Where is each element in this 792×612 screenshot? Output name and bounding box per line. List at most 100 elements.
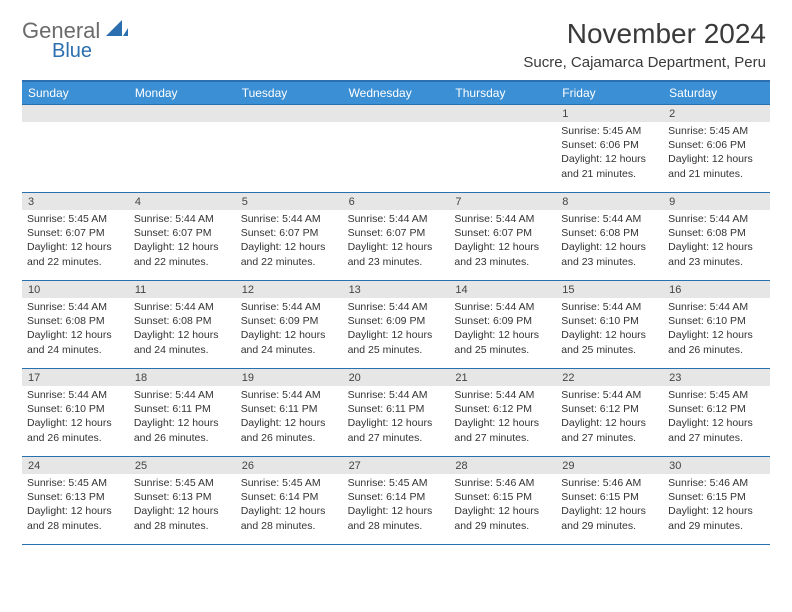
calendar-cell: 6Sunrise: 5:44 AMSunset: 6:07 PMDaylight… xyxy=(343,192,450,280)
day-number: 15 xyxy=(556,281,663,298)
sunset-text: Sunset: 6:13 PM xyxy=(27,490,124,504)
sunrise-text: Sunrise: 5:44 AM xyxy=(668,212,765,226)
calendar-cell: 7Sunrise: 5:44 AMSunset: 6:07 PMDaylight… xyxy=(449,192,556,280)
day-number: 21 xyxy=(449,369,556,386)
sunrise-text: Sunrise: 5:45 AM xyxy=(134,476,231,490)
day-number: 22 xyxy=(556,369,663,386)
sunrise-text: Sunrise: 5:44 AM xyxy=(348,388,445,402)
sunset-text: Sunset: 6:13 PM xyxy=(134,490,231,504)
day-number: 9 xyxy=(663,193,770,210)
daylight-text: Daylight: 12 hours and 28 minutes. xyxy=(27,504,124,532)
sunrise-text: Sunrise: 5:44 AM xyxy=(134,300,231,314)
calendar-cell: 15Sunrise: 5:44 AMSunset: 6:10 PMDayligh… xyxy=(556,280,663,368)
daylight-text: Daylight: 12 hours and 29 minutes. xyxy=(668,504,765,532)
day-body: Sunrise: 5:44 AMSunset: 6:08 PMDaylight:… xyxy=(663,210,770,273)
day-number: 17 xyxy=(22,369,129,386)
day-body: Sunrise: 5:45 AMSunset: 6:06 PMDaylight:… xyxy=(663,122,770,185)
sunrise-text: Sunrise: 5:44 AM xyxy=(241,388,338,402)
daylight-text: Daylight: 12 hours and 27 minutes. xyxy=(348,416,445,444)
calendar-cell: 2Sunrise: 5:45 AMSunset: 6:06 PMDaylight… xyxy=(663,104,770,192)
day-number: 30 xyxy=(663,457,770,474)
sunrise-text: Sunrise: 5:44 AM xyxy=(348,300,445,314)
calendar-cell-empty xyxy=(449,104,556,192)
daylight-text: Daylight: 12 hours and 28 minutes. xyxy=(348,504,445,532)
day-number: 16 xyxy=(663,281,770,298)
day-body: Sunrise: 5:44 AMSunset: 6:08 PMDaylight:… xyxy=(22,298,129,361)
sunset-text: Sunset: 6:08 PM xyxy=(561,226,658,240)
sunset-text: Sunset: 6:07 PM xyxy=(27,226,124,240)
day-body: Sunrise: 5:44 AMSunset: 6:07 PMDaylight:… xyxy=(129,210,236,273)
calendar-cell: 28 Sunrise: 5:46 AMSunset: 6:15 PMDayligh… xyxy=(449,456,556,544)
daylight-text: Daylight: 12 hours and 21 minutes. xyxy=(668,152,765,180)
sunrise-text: Sunrise: 5:44 AM xyxy=(454,388,551,402)
sunrise-text: Sunrise: 5:44 AM xyxy=(668,300,765,314)
sunrise-text: Sunrise: 5:45 AM xyxy=(27,476,124,490)
day-body: Sunrise: 5:44 AMSunset: 6:07 PMDaylight:… xyxy=(449,210,556,273)
daylight-text: Daylight: 12 hours and 26 minutes. xyxy=(134,416,231,444)
daylight-text: Daylight: 12 hours and 22 minutes. xyxy=(27,240,124,268)
day-number xyxy=(22,105,129,122)
calendar-cell: 25Sunrise: 5:45 AMSunset: 6:13 PMDayligh… xyxy=(129,456,236,544)
sunrise-text: Sunrise: 5:44 AM xyxy=(241,300,338,314)
sunset-text: Sunset: 6:15 PM xyxy=(668,490,765,504)
day-body: Sunrise: 5:44 AMSunset: 6:10 PMDaylight:… xyxy=(556,298,663,361)
day-number: 28 xyxy=(449,457,556,474)
day-number: 14 xyxy=(449,281,556,298)
calendar-cell: 20Sunrise: 5:44 AMSunset: 6:11 PMDayligh… xyxy=(343,368,450,456)
calendar-cell: 4Sunrise: 5:44 AMSunset: 6:07 PMDaylight… xyxy=(129,192,236,280)
daylight-text: Daylight: 12 hours and 23 minutes. xyxy=(561,240,658,268)
daylight-text: Daylight: 12 hours and 26 minutes. xyxy=(241,416,338,444)
day-number: 18 xyxy=(129,369,236,386)
sunrise-text: Sunrise: 5:44 AM xyxy=(27,300,124,314)
sunrise-text: Sunrise: 5:44 AM xyxy=(561,388,658,402)
daylight-text: Daylight: 12 hours and 23 minutes. xyxy=(454,240,551,268)
calendar-cell: 12Sunrise: 5:44 AMSunset: 6:09 PMDayligh… xyxy=(236,280,343,368)
calendar-cell: 24 Sunrise: 5:45 AMSunset: 6:13 PMDayligh… xyxy=(22,456,129,544)
day-number: 26 xyxy=(236,457,343,474)
header-right: November 2024 Sucre, Cajamarca Departmen… xyxy=(523,18,766,71)
calendar-cell: 30Sunrise: 5:46 AMSunset: 6:15 PMDayligh… xyxy=(663,456,770,544)
daylight-text: Daylight: 12 hours and 25 minutes. xyxy=(561,328,658,356)
day-number: 10 xyxy=(22,281,129,298)
day-body: Sunrise: 5:45 AMSunset: 6:12 PMDaylight:… xyxy=(663,386,770,449)
day-body: Sunrise: 5:44 AMSunset: 6:11 PMDaylight:… xyxy=(129,386,236,449)
daylight-text: Daylight: 12 hours and 23 minutes. xyxy=(348,240,445,268)
day-number: 11 xyxy=(129,281,236,298)
calendar-cell: 14Sunrise: 5:44 AMSunset: 6:09 PMDayligh… xyxy=(449,280,556,368)
calendar-cell: 29Sunrise: 5:46 AMSunset: 6:15 PMDayligh… xyxy=(556,456,663,544)
sunset-text: Sunset: 6:12 PM xyxy=(668,402,765,416)
sunset-text: Sunset: 6:09 PM xyxy=(454,314,551,328)
daylight-text: Daylight: 12 hours and 28 minutes. xyxy=(241,504,338,532)
sunset-text: Sunset: 6:06 PM xyxy=(668,138,765,152)
sunrise-text: Sunrise: 5:44 AM xyxy=(134,212,231,226)
day-number: 27 xyxy=(343,457,450,474)
sunset-text: Sunset: 6:07 PM xyxy=(241,226,338,240)
day-header: Wednesday xyxy=(343,82,450,104)
sunrise-text: Sunrise: 5:45 AM xyxy=(668,388,765,402)
sunrise-text: Sunrise: 5:46 AM xyxy=(561,476,658,490)
day-number: 4 xyxy=(129,193,236,210)
daylight-text: Daylight: 12 hours and 21 minutes. xyxy=(561,152,658,180)
sunset-text: Sunset: 6:10 PM xyxy=(27,402,124,416)
sunrise-text: Sunrise: 5:46 AM xyxy=(454,476,551,490)
day-body: Sunrise: 5:44 AMSunset: 6:12 PMDaylight:… xyxy=(556,386,663,449)
calendar-cell: 1Sunrise: 5:45 AMSunset: 6:06 PMDaylight… xyxy=(556,104,663,192)
day-body: Sunrise: 5:44 AMSunset: 6:09 PMDaylight:… xyxy=(449,298,556,361)
daylight-text: Daylight: 12 hours and 22 minutes. xyxy=(241,240,338,268)
sunset-text: Sunset: 6:11 PM xyxy=(134,402,231,416)
sunrise-text: Sunrise: 5:44 AM xyxy=(27,388,124,402)
day-body: Sunrise: 5:44 AMSunset: 6:08 PMDaylight:… xyxy=(556,210,663,273)
daylight-text: Daylight: 12 hours and 24 minutes. xyxy=(134,328,231,356)
sunset-text: Sunset: 6:15 PM xyxy=(561,490,658,504)
calendar-cell: 3Sunrise: 5:45 AMSunset: 6:07 PMDaylight… xyxy=(22,192,129,280)
day-header: Sunday xyxy=(22,82,129,104)
day-number: 24 xyxy=(22,457,129,474)
sunset-text: Sunset: 6:15 PM xyxy=(454,490,551,504)
day-body: Sunrise: 5:44 AMSunset: 6:08 PMDaylight:… xyxy=(129,298,236,361)
sunrise-text: Sunrise: 5:44 AM xyxy=(561,300,658,314)
calendar-cell: 16Sunrise: 5:44 AMSunset: 6:10 PMDayligh… xyxy=(663,280,770,368)
day-number xyxy=(343,105,450,122)
daylight-text: Daylight: 12 hours and 29 minutes. xyxy=(454,504,551,532)
day-number: 19 xyxy=(236,369,343,386)
day-body: Sunrise: 5:45 AMSunset: 6:13 PMDaylight:… xyxy=(129,474,236,537)
